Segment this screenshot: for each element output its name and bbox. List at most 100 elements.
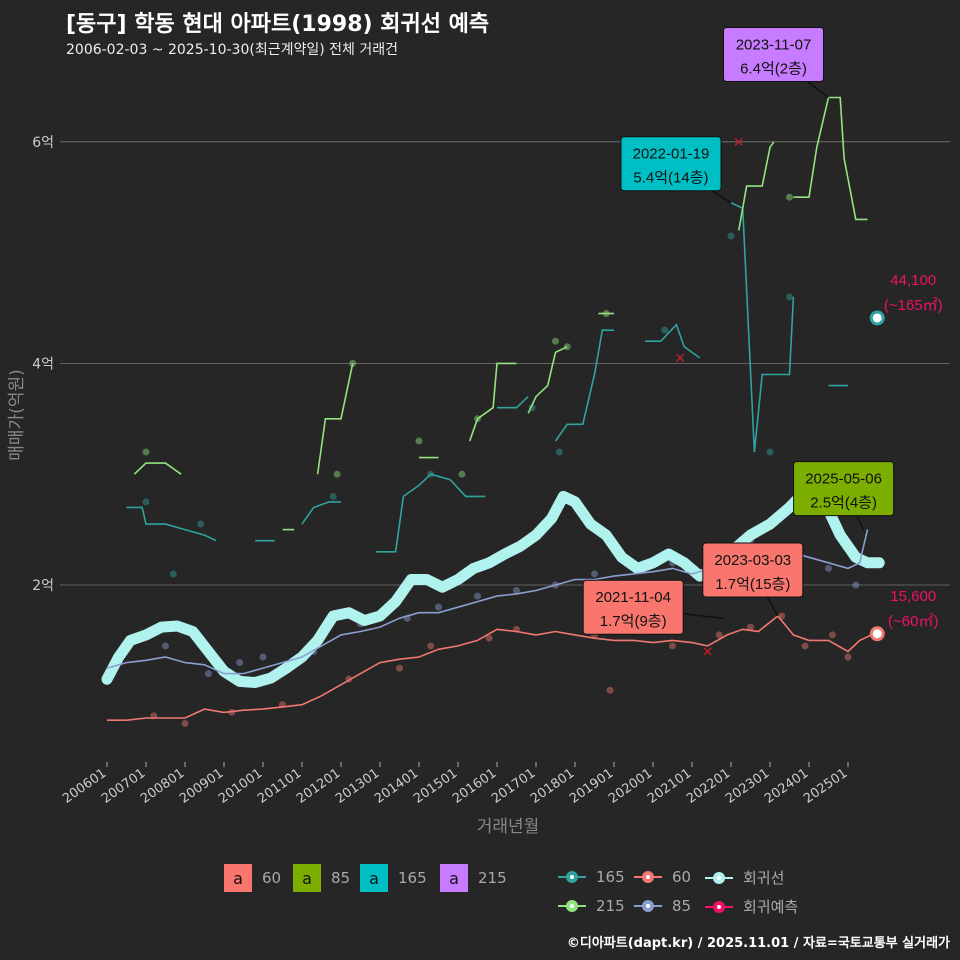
x-tick-label: 201701 (489, 766, 538, 807)
legend-item-fill-165: a 165 (360, 864, 427, 892)
series-line-165 (554, 329, 614, 442)
x-tick-label: 201401 (372, 766, 421, 807)
scatter-point-85 (591, 570, 598, 578)
series-line-215 (133, 462, 182, 475)
annotation-label: 2023-11-07 6.4억(2층) (723, 26, 829, 99)
series-line-215 (793, 96, 868, 221)
outlier-marker: ✕ (674, 351, 686, 367)
legend-label: 60 (262, 869, 282, 887)
prediction-point (869, 310, 885, 326)
x-tick-label: 201901 (567, 766, 616, 807)
scatter-point-165 (555, 448, 563, 456)
legend-swatch: a (224, 864, 252, 892)
scatter-point-85 (259, 653, 267, 661)
legend-item-line-prediction: 회귀예측 (705, 896, 798, 917)
prediction-area: (~60㎡) (888, 613, 938, 630)
scatter-point-165 (169, 570, 177, 578)
scatter-point-165 (197, 520, 205, 528)
x-tick-label: 201601 (450, 766, 499, 807)
chart-title: [동구] 학동 현대 아파트(1998) 회귀선 예측 (66, 12, 490, 37)
annotation-label: 2022-01-19 5.4억(14층) (620, 136, 732, 204)
outlier-marker: ✕ (702, 644, 714, 660)
scatter-point-215 (552, 337, 559, 345)
x-tick-label: 201001 (216, 766, 265, 807)
legend-label: 85 (672, 897, 692, 915)
scatter-point-60 (181, 720, 189, 727)
legend-item-fill-60: a 60 (224, 864, 281, 892)
prediction-area: (~165㎡) (884, 297, 943, 314)
x-tick-label: 201101 (255, 766, 304, 807)
legend-label: 215 (478, 869, 507, 887)
series-line-215 (468, 362, 517, 442)
scatter-point-215 (142, 448, 150, 456)
legend-item-line-215: 215 (558, 896, 625, 916)
scatter-point-165 (727, 232, 735, 240)
legend-line-icon (558, 871, 586, 883)
legend-label: 60 (672, 868, 692, 886)
y-tick-label: 4억 (32, 356, 54, 372)
legend-swatch: a (293, 864, 321, 892)
annotation-date: 2023-11-07 (736, 36, 812, 53)
prediction-value: 15,600 (890, 588, 936, 605)
scatter-point-60 (715, 631, 723, 639)
scatter-point-215 (415, 437, 423, 445)
series-line-165 (645, 323, 701, 359)
scatter-point-60 (669, 642, 676, 650)
legend-line-icon (558, 900, 586, 912)
scatter-point-85 (825, 564, 832, 572)
legend-item-fill-85: a 85 (293, 864, 350, 892)
legend-item-line-regression: 회귀선 (705, 867, 784, 888)
series-line-165 (126, 506, 217, 542)
x-tick-label: 200601 (60, 766, 109, 807)
annotation-value: 2.5억(4층) (810, 495, 877, 512)
scatter-point-60 (747, 623, 754, 631)
annotation-box (723, 26, 824, 82)
legend-label: 회귀선 (743, 869, 785, 887)
scatter-point-165 (329, 492, 337, 500)
annotation-box (620, 136, 722, 192)
scatter-point-60 (828, 631, 836, 639)
legend-item-line-85: 85 (634, 896, 691, 916)
series-line-165 (301, 501, 341, 525)
x-tick-label: 202501 (801, 766, 850, 807)
legend-line-icon (705, 900, 733, 913)
regression-line (101, 482, 885, 688)
scatter-point-85 (435, 603, 442, 611)
series-line-60 (107, 614, 872, 721)
legend-swatch: a (440, 864, 468, 892)
legend-line-icon (634, 900, 662, 912)
annotation-label: 2021-11-04 1.7억(9층) (582, 579, 724, 635)
x-tick-label: 202101 (645, 766, 694, 807)
annotation-value: 5.4억(14층) (633, 170, 708, 187)
scatter-point-85 (513, 587, 520, 595)
scatter-point-60 (606, 686, 614, 694)
scatter-point-85 (204, 670, 212, 678)
legend-line-icon (634, 871, 662, 883)
series-line-165 (730, 201, 795, 453)
x-tick-label: 202201 (684, 766, 733, 807)
scatter-point-60 (396, 664, 403, 672)
legend-label: 165 (596, 868, 625, 886)
scatter-point-165 (661, 326, 669, 334)
scatter-point-165 (142, 498, 150, 506)
prediction-value: 44,100 (890, 272, 936, 289)
x-tick-label: 202001 (606, 766, 655, 807)
x-axis-title: 거래년월 (477, 817, 540, 837)
y-axis-title: 매매가(억원) (7, 369, 27, 460)
scatter-point-60 (801, 642, 809, 650)
scatter-point-60 (485, 634, 493, 642)
chart-subtitle: 2006-02-03 ~ 2025-10-30(최근계약일) 전체 거래건 (66, 42, 398, 58)
outlier-marker: ✕ (733, 135, 745, 151)
legend-item-line-165: 165 (558, 867, 625, 887)
annotation-value: 1.7억(9층) (600, 613, 667, 630)
y-tick-label: 6억 (32, 135, 54, 151)
legend-item-fill-215: a 215 (440, 864, 507, 892)
series-line-165 (497, 396, 529, 409)
annotation-label: 2025-05-06 2.5억(4층) (793, 461, 895, 530)
scatter-point-165 (766, 448, 774, 456)
annotation-date: 2021-11-04 (595, 589, 671, 606)
x-tick-label: 200801 (138, 766, 187, 807)
legend-line-icon (705, 871, 733, 884)
legend-label: 165 (398, 869, 427, 887)
